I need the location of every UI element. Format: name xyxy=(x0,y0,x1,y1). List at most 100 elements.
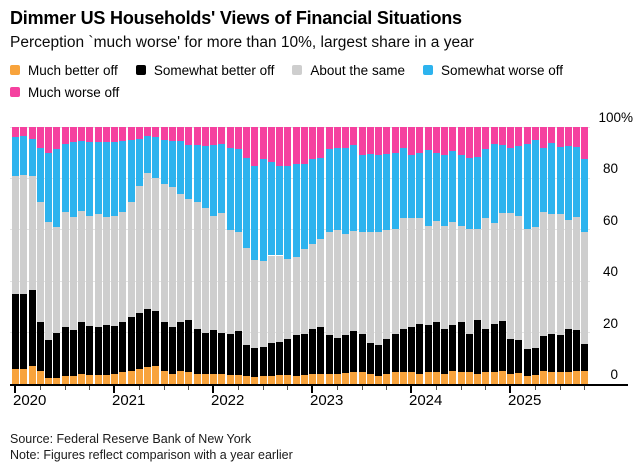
bar-segment xyxy=(36,322,44,372)
bar-segment xyxy=(449,371,457,384)
bar-segment xyxy=(243,345,250,377)
bar-segment xyxy=(399,218,407,329)
bar-segment xyxy=(276,341,283,375)
bar-segment xyxy=(160,371,168,384)
bar-segment xyxy=(358,372,366,384)
bar-segment xyxy=(507,213,514,340)
x-minor-tick xyxy=(237,386,239,390)
y-tick-label: 100% xyxy=(598,110,633,125)
bar-segment xyxy=(78,210,85,323)
bar-segment xyxy=(36,201,44,323)
bar-segment xyxy=(20,294,28,369)
bar-segment xyxy=(226,229,234,334)
bar-segment xyxy=(45,152,52,223)
bar-segment xyxy=(441,225,448,329)
bar-segment xyxy=(28,175,36,291)
bar-segment xyxy=(383,373,391,384)
bar-segment xyxy=(20,368,28,384)
bar-segment xyxy=(119,127,127,142)
bar-segment xyxy=(342,335,349,374)
legend-label: Somewhat worse off xyxy=(440,62,564,78)
x-minor-tick xyxy=(460,386,462,390)
bar-segment xyxy=(482,218,490,329)
bar-segment xyxy=(325,148,333,233)
bar-segment xyxy=(69,142,77,217)
bar-segment xyxy=(152,127,160,138)
bar-segment xyxy=(78,373,85,384)
bar-segment xyxy=(408,327,415,373)
bar-segment xyxy=(358,333,366,373)
bar-segment xyxy=(251,348,259,377)
bar-segment xyxy=(408,218,415,328)
bar-segment xyxy=(78,322,85,374)
x-minor-tick xyxy=(64,386,66,390)
bar-segment xyxy=(267,375,275,384)
bar-segment xyxy=(564,328,572,373)
x-minor-tick xyxy=(138,386,140,390)
bar-segment xyxy=(292,127,300,165)
legend-item: About the same xyxy=(292,62,405,78)
y-gridline xyxy=(10,332,590,334)
legend-swatch-icon xyxy=(422,65,433,75)
bar-segment xyxy=(185,198,193,320)
bar-segment xyxy=(53,332,61,378)
bar-segment xyxy=(193,144,201,202)
bar-segment xyxy=(86,215,94,327)
legend-label: Much better off xyxy=(28,62,118,78)
bar-segment xyxy=(449,222,457,325)
bar-segment xyxy=(45,222,52,341)
bar-segment xyxy=(350,372,358,384)
bar-segment xyxy=(515,127,523,147)
bar-segment xyxy=(391,152,399,229)
bar-segment xyxy=(127,317,135,372)
y-tick-label: 40 xyxy=(602,264,618,280)
bar-segment xyxy=(168,141,176,188)
bar-segment xyxy=(482,127,490,149)
x-minor-tick xyxy=(584,386,586,390)
x-minor-tick xyxy=(89,386,91,390)
legend-swatch-icon xyxy=(10,87,20,97)
bar-segment xyxy=(292,335,300,376)
bar-segment xyxy=(399,328,407,373)
bar-segment xyxy=(267,127,275,162)
bar-segment xyxy=(564,127,572,147)
bar-segment xyxy=(309,243,316,329)
bar-segment xyxy=(416,373,424,384)
bar-segment xyxy=(144,135,151,174)
y-gridline xyxy=(10,177,590,179)
bar-segment xyxy=(490,372,498,384)
bar-segment xyxy=(12,368,19,384)
chart-subtitle: Perception `much worse' for more than 10… xyxy=(10,34,474,51)
bar-segment xyxy=(432,372,440,384)
bar-segment xyxy=(474,127,481,157)
bar-segment xyxy=(391,127,399,153)
bar-segment xyxy=(185,144,193,199)
bar-segment xyxy=(457,322,465,373)
bar-segment xyxy=(358,155,366,233)
bar-segment xyxy=(556,371,564,384)
bar-segment xyxy=(218,143,226,214)
bar-segment xyxy=(465,372,473,384)
bar-segment xyxy=(391,333,399,373)
bar-segment xyxy=(399,147,407,219)
bar-segment xyxy=(276,165,283,256)
bar-segment xyxy=(507,127,514,148)
bar-segment xyxy=(498,213,506,322)
bar-segment xyxy=(135,138,143,187)
bar-segment xyxy=(540,371,547,384)
bar-segment xyxy=(523,228,531,350)
bar-segment xyxy=(515,340,523,374)
x-tick-label: 2022 xyxy=(211,392,245,409)
x-minor-tick xyxy=(262,386,264,390)
bar-segment xyxy=(540,127,547,149)
bar-segment xyxy=(333,373,341,384)
bar-segment xyxy=(474,228,481,320)
bar-segment xyxy=(12,137,19,176)
bar-segment xyxy=(53,227,61,333)
bar-segment xyxy=(309,373,316,384)
bar-segment xyxy=(251,165,259,261)
y-gridline xyxy=(10,280,590,282)
x-minor-tick xyxy=(336,386,338,390)
bar-segment xyxy=(144,309,151,368)
bar-segment xyxy=(474,373,481,384)
